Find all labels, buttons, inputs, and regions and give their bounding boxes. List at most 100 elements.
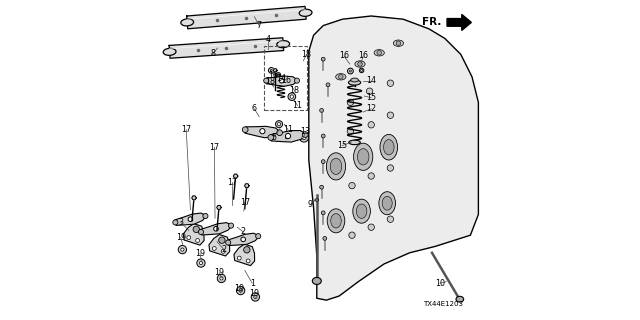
Text: 17: 17 [240, 198, 250, 207]
Text: 5: 5 [271, 133, 276, 142]
Polygon shape [309, 16, 479, 300]
Circle shape [268, 135, 274, 140]
Text: 15: 15 [366, 93, 376, 102]
Ellipse shape [357, 148, 369, 165]
Ellipse shape [349, 80, 361, 85]
Ellipse shape [353, 143, 372, 170]
Circle shape [252, 293, 260, 301]
Ellipse shape [327, 209, 345, 233]
Circle shape [348, 68, 353, 74]
Text: 4: 4 [266, 36, 271, 44]
Text: 11: 11 [283, 125, 293, 134]
Circle shape [212, 246, 216, 250]
Text: 7: 7 [257, 21, 262, 30]
Ellipse shape [331, 214, 341, 228]
Circle shape [347, 99, 353, 106]
Polygon shape [209, 235, 230, 256]
Ellipse shape [393, 40, 404, 46]
Polygon shape [266, 76, 298, 86]
Ellipse shape [277, 41, 289, 48]
Text: 17: 17 [227, 178, 237, 187]
Circle shape [368, 122, 374, 128]
Ellipse shape [315, 199, 319, 201]
Circle shape [349, 232, 355, 238]
Circle shape [300, 133, 308, 142]
Text: 6: 6 [252, 104, 257, 113]
Polygon shape [175, 213, 207, 225]
Circle shape [387, 216, 394, 222]
Text: 17: 17 [181, 125, 191, 134]
Circle shape [228, 223, 234, 228]
Text: 2: 2 [241, 228, 246, 236]
Text: FR.: FR. [422, 17, 442, 28]
Circle shape [219, 237, 225, 244]
Circle shape [323, 236, 327, 240]
Circle shape [220, 277, 223, 280]
Circle shape [326, 83, 330, 87]
Circle shape [269, 68, 275, 73]
Circle shape [347, 128, 353, 134]
Ellipse shape [456, 296, 463, 302]
Text: 2: 2 [221, 245, 227, 254]
Circle shape [278, 74, 279, 76]
Polygon shape [245, 126, 281, 138]
Text: 15: 15 [337, 141, 348, 150]
Circle shape [214, 227, 218, 231]
Ellipse shape [330, 158, 342, 175]
Text: 3: 3 [179, 218, 183, 227]
Circle shape [264, 78, 269, 83]
Circle shape [279, 78, 284, 83]
Text: 16: 16 [282, 76, 291, 85]
Text: 19: 19 [214, 268, 224, 277]
Circle shape [181, 248, 184, 251]
Circle shape [321, 134, 325, 138]
Circle shape [339, 75, 343, 79]
Circle shape [221, 249, 225, 253]
Polygon shape [447, 14, 471, 30]
Ellipse shape [383, 140, 394, 155]
Ellipse shape [300, 9, 312, 16]
Polygon shape [234, 244, 255, 266]
Circle shape [275, 121, 282, 128]
Circle shape [387, 112, 394, 118]
Circle shape [276, 130, 282, 136]
Circle shape [288, 93, 296, 100]
Ellipse shape [380, 134, 397, 160]
Circle shape [276, 73, 280, 77]
Circle shape [294, 78, 300, 83]
Text: 9: 9 [308, 200, 313, 209]
Circle shape [200, 261, 202, 265]
Text: 16: 16 [269, 71, 278, 80]
Ellipse shape [326, 153, 346, 180]
Circle shape [196, 238, 200, 242]
Circle shape [368, 224, 374, 230]
Circle shape [321, 160, 325, 164]
Ellipse shape [356, 204, 367, 218]
Circle shape [349, 70, 351, 72]
Polygon shape [273, 69, 277, 72]
Circle shape [178, 245, 187, 254]
Circle shape [226, 240, 231, 245]
Text: 8: 8 [211, 49, 215, 58]
Circle shape [243, 127, 248, 132]
Text: 18: 18 [301, 50, 312, 59]
Circle shape [237, 256, 241, 260]
Circle shape [241, 237, 246, 242]
Polygon shape [200, 223, 232, 235]
Circle shape [368, 173, 374, 179]
Ellipse shape [355, 61, 365, 67]
Text: 19: 19 [234, 284, 244, 293]
Text: 13: 13 [301, 127, 310, 136]
Text: 14: 14 [366, 76, 376, 85]
Circle shape [278, 123, 280, 126]
Ellipse shape [382, 196, 392, 210]
Circle shape [321, 57, 325, 61]
Circle shape [358, 62, 362, 66]
Text: 1: 1 [250, 279, 255, 288]
Circle shape [349, 182, 355, 189]
Circle shape [302, 136, 306, 140]
Circle shape [246, 259, 250, 263]
Text: 12: 12 [366, 104, 376, 113]
Circle shape [361, 69, 362, 71]
Text: 19: 19 [195, 249, 205, 258]
